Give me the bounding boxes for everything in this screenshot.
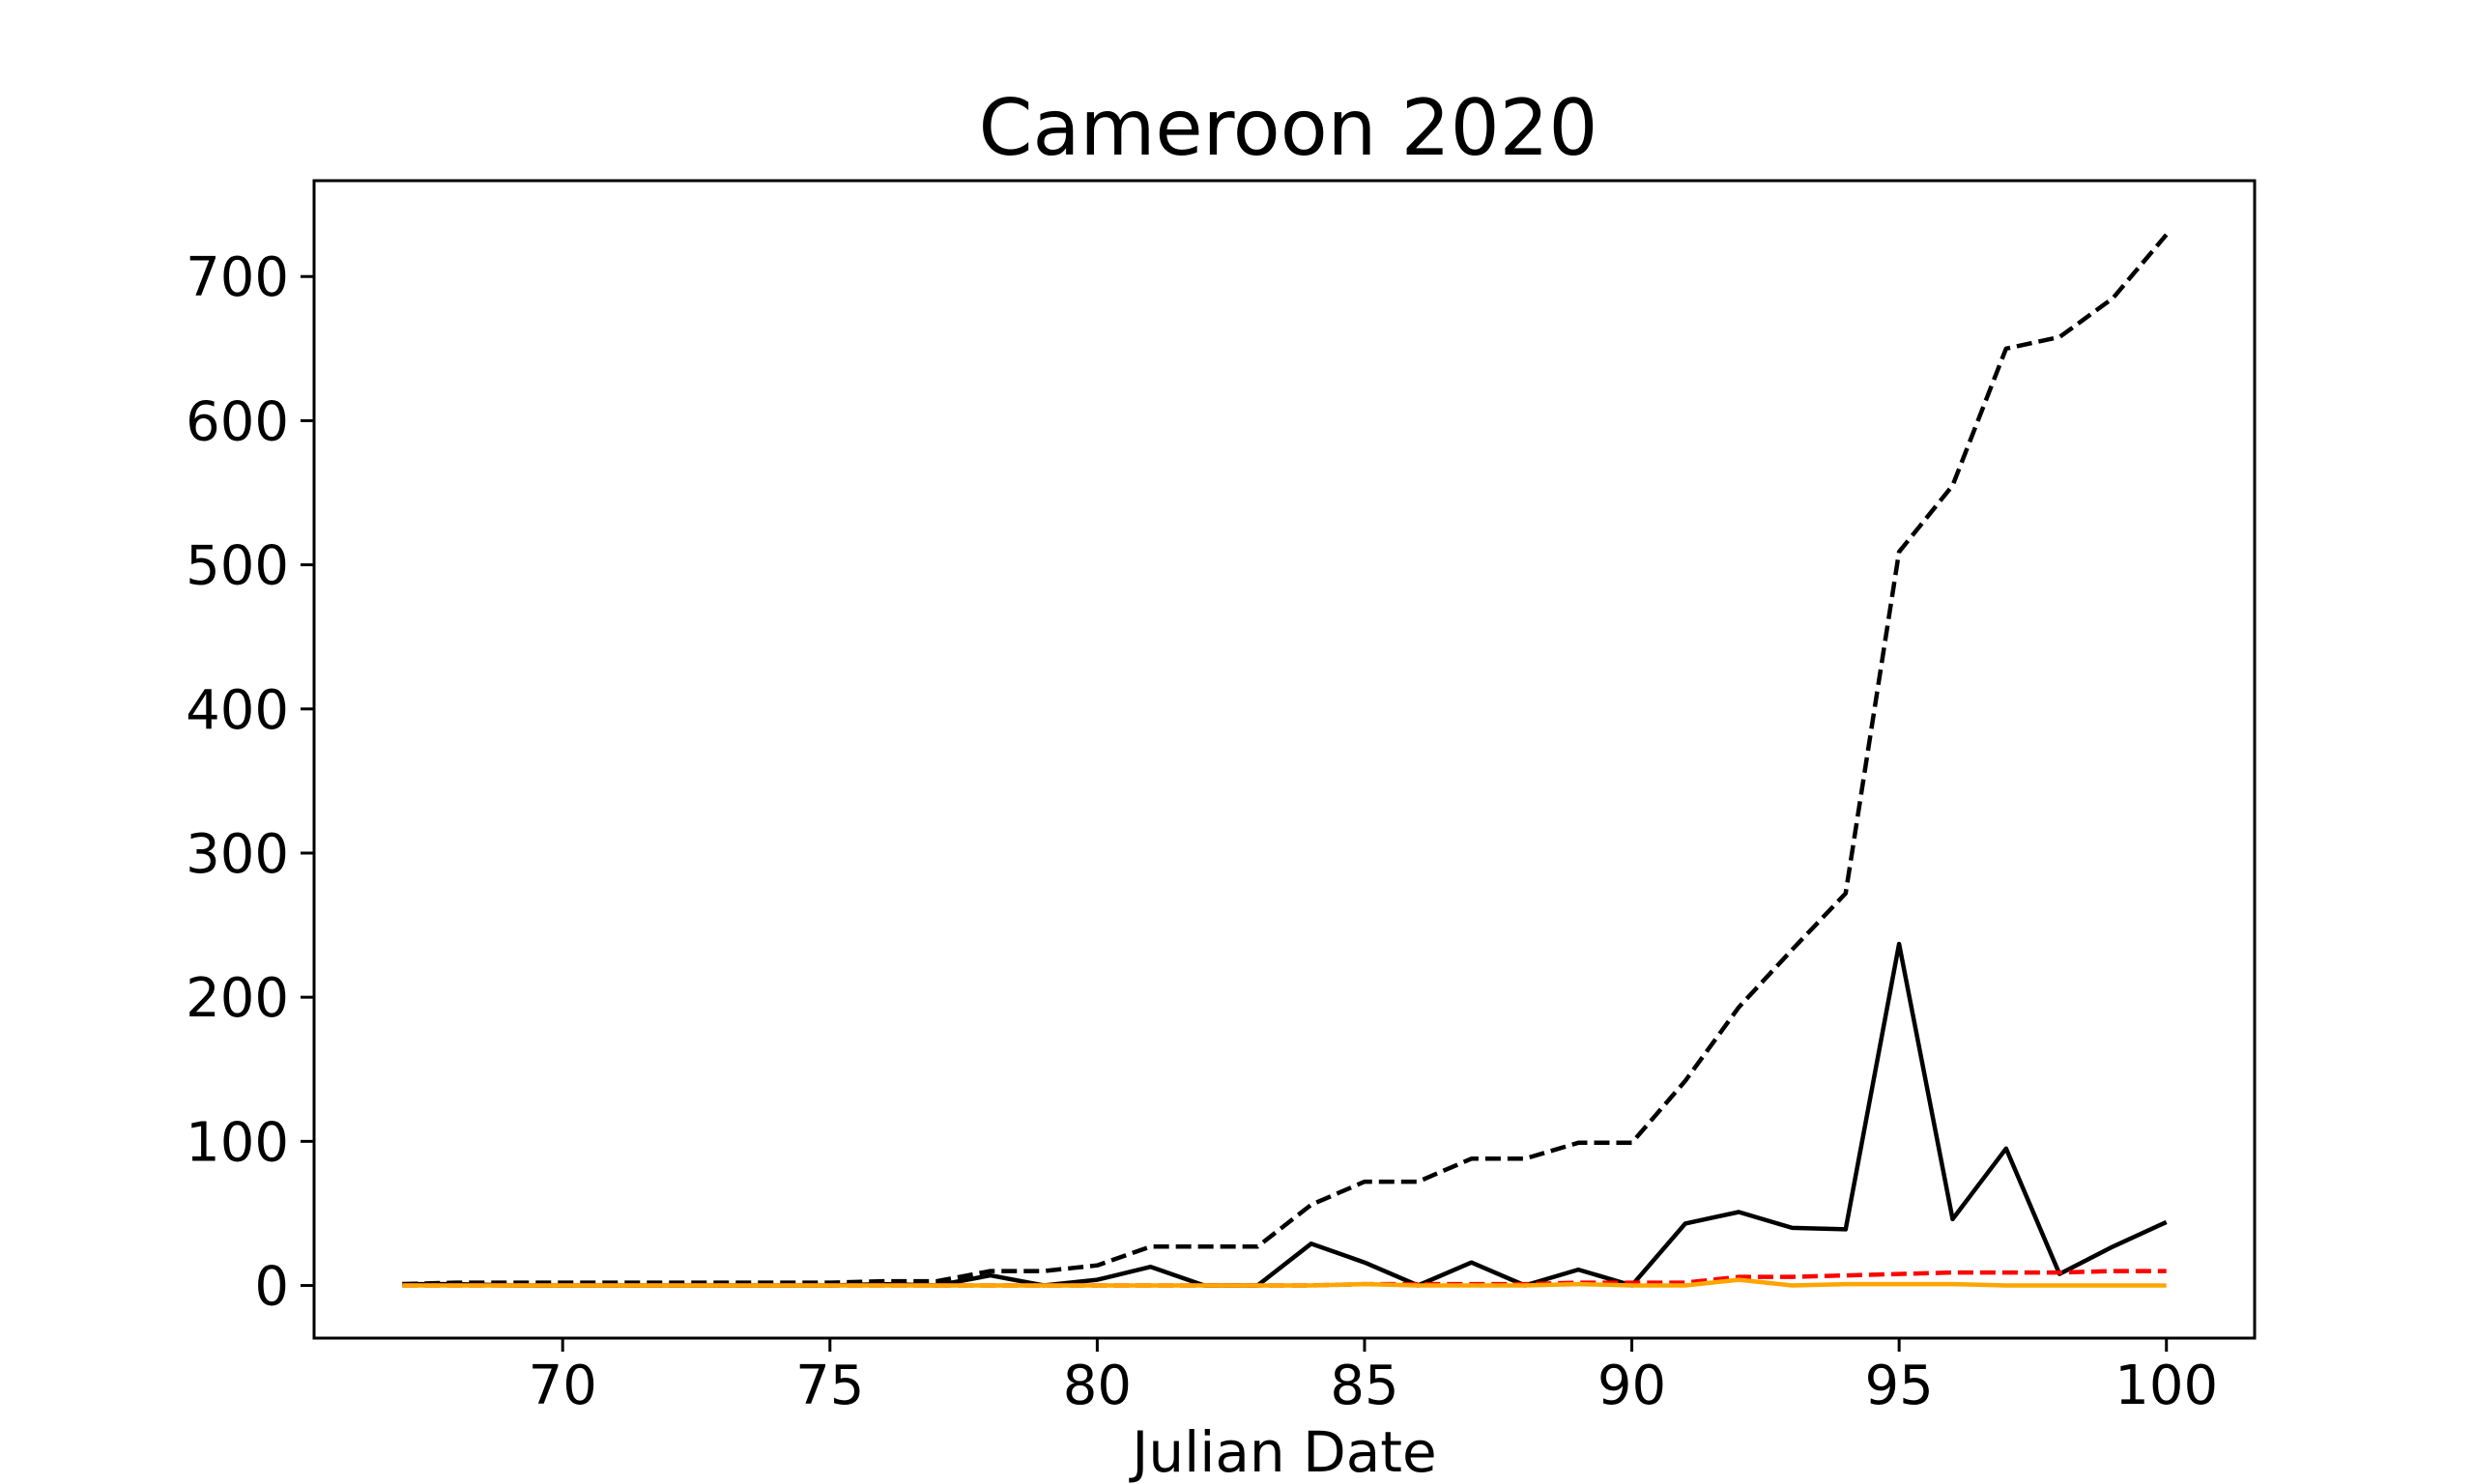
x-tick-label: 70	[529, 1355, 597, 1417]
x-tick-label: 100	[2114, 1355, 2218, 1417]
series-line-2	[402, 941, 2168, 1288]
y-tick-label: 400	[186, 679, 289, 742]
y-tick-label: 700	[186, 246, 289, 309]
x-axis-label: Julian Date	[1129, 1419, 1436, 1484]
series-line-1	[402, 233, 2169, 1287]
x-tick-label: 95	[1865, 1355, 1934, 1417]
series-layer	[402, 233, 2169, 1288]
y-tick-label: 600	[186, 390, 289, 453]
y-tick-label: 300	[186, 823, 289, 886]
y-tick-label: 0	[254, 1256, 289, 1319]
x-tick-label: 90	[1597, 1355, 1666, 1417]
y-axis: 0 100 200 300 400 500 600 700	[186, 246, 314, 1319]
y-tick-label: 100	[186, 1111, 289, 1174]
x-tick-label: 75	[795, 1355, 864, 1417]
x-axis: 70 75 80 85 90 95 100	[529, 1338, 2218, 1417]
x-tick-label: 85	[1330, 1355, 1398, 1417]
y-tick-label: 200	[186, 967, 289, 1030]
plot-frame	[312, 179, 2257, 1340]
chart-title: Cameroon 2020	[979, 83, 1598, 173]
series-line-4	[402, 1277, 2167, 1288]
x-tick-label: 80	[1063, 1355, 1132, 1417]
y-tick-label: 500	[186, 535, 289, 598]
